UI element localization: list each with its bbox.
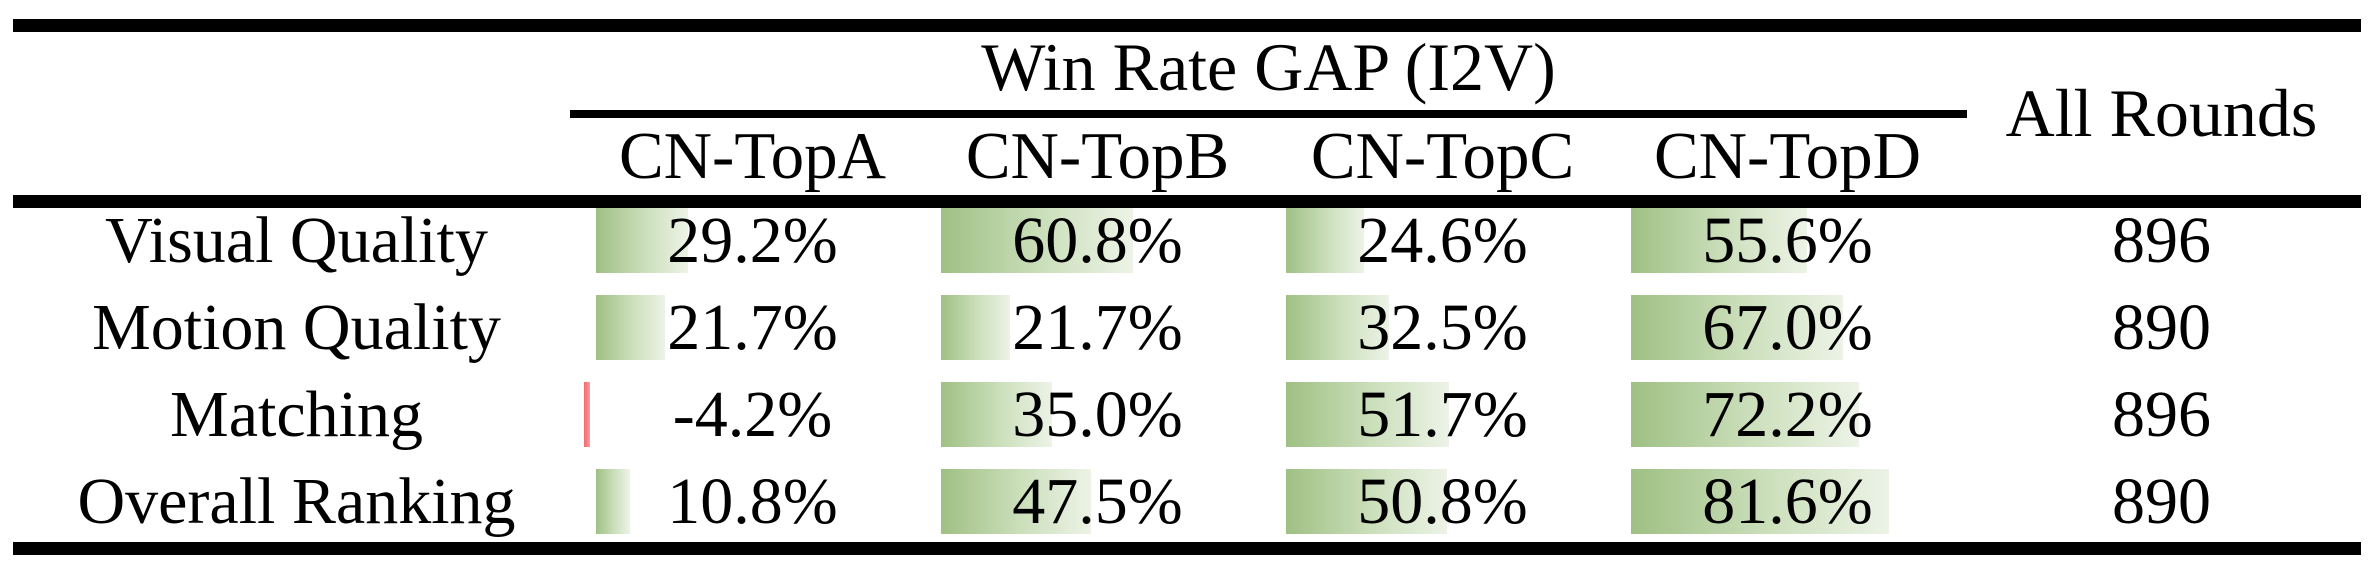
data-bar	[1631, 208, 1807, 273]
header-separator-rule	[13, 195, 2361, 208]
all-rounds-value: 890	[2112, 291, 2211, 364]
data-cell: 67.0%	[1615, 291, 1960, 364]
data-cell: 21.7%	[580, 291, 925, 364]
data-bar-track	[1631, 382, 1947, 447]
cell-value: 67.0%	[1702, 291, 1873, 364]
data-bar	[596, 295, 665, 360]
data-cell: 51.7%	[1270, 378, 1615, 451]
data-cell: 21.7%	[925, 291, 1270, 364]
data-bar-track	[584, 382, 912, 447]
data-cell: 47.5%	[925, 465, 1270, 538]
data-bar	[941, 295, 1010, 360]
data-bar	[941, 208, 1134, 273]
data-bar	[941, 469, 1092, 534]
cell-value: 24.6%	[1357, 204, 1528, 277]
data-bar-track	[1631, 208, 1947, 273]
data-bar-track	[1286, 469, 1602, 534]
data-bar-track	[941, 295, 1257, 360]
cell-value: 60.8%	[1012, 204, 1183, 277]
data-bar-track	[596, 469, 912, 534]
table-row: Matching -4.2% 35.0% 51.7% 72.2% 896	[0, 378, 2374, 451]
data-bar	[596, 469, 631, 534]
cell-value: 72.2%	[1702, 378, 1873, 451]
data-bar-track	[1631, 295, 1947, 360]
data-cell: 55.6%	[1615, 204, 1960, 277]
data-bar	[941, 382, 1052, 447]
data-bar	[1631, 469, 1889, 534]
row-label: Overall Ranking	[77, 465, 516, 538]
data-bar-track	[941, 208, 1257, 273]
data-cell: -4.2%	[580, 378, 925, 451]
row-label: Motion Quality	[92, 291, 501, 364]
group-header-underline-rule	[570, 110, 1967, 118]
data-cell: 81.6%	[1615, 465, 1960, 538]
data-bar	[1286, 295, 1389, 360]
data-bar-track	[941, 382, 1257, 447]
cell-value: 10.8%	[667, 465, 838, 538]
cell-value: -4.2%	[672, 378, 833, 451]
cell-value: 50.8%	[1357, 465, 1528, 538]
data-bar-track	[1286, 208, 1602, 273]
cell-value: 47.5%	[1012, 465, 1183, 538]
negative-data-bar	[584, 382, 590, 447]
all-rounds-value: 890	[2112, 465, 2211, 538]
data-bar	[1286, 208, 1364, 273]
table-group-header-title: Win Rate GAP (I2V)	[981, 29, 1556, 105]
data-cell: 29.2%	[580, 204, 925, 277]
cell-value: 21.7%	[667, 291, 838, 364]
table-bottom-rule	[13, 542, 2361, 555]
cell-value: 21.7%	[1012, 291, 1183, 364]
column-header-cn-topd: CN-TopD	[1653, 119, 1922, 193]
all-rounds-value: 896	[2112, 204, 2211, 277]
data-cell: 10.8%	[580, 465, 925, 538]
data-bar-track	[596, 295, 912, 360]
cell-value: 55.6%	[1702, 204, 1873, 277]
cell-value: 29.2%	[667, 204, 838, 277]
data-bar	[1631, 382, 1860, 447]
all-rounds-value: 896	[2112, 378, 2211, 451]
column-header-all-rounds: All Rounds	[2005, 75, 2318, 151]
row-label: Visual Quality	[105, 204, 488, 277]
column-header-cn-topc: CN-TopC	[1310, 119, 1575, 193]
table-row: Overall Ranking 10.8% 47.5% 50.8% 81.6%	[0, 465, 2374, 538]
data-bar-track	[1631, 469, 1947, 534]
table-top-rule	[13, 19, 2361, 32]
data-bar-track	[1286, 295, 1602, 360]
table-row: Motion Quality 21.7% 21.7% 32.5% 67.0% 8	[0, 291, 2374, 364]
data-cell: 50.8%	[1270, 465, 1615, 538]
data-bar-track	[596, 208, 912, 273]
cell-value: 51.7%	[1357, 378, 1528, 451]
data-cell: 35.0%	[925, 378, 1270, 451]
data-bar	[596, 208, 689, 273]
row-label: Matching	[170, 378, 423, 451]
data-cell: 72.2%	[1615, 378, 1960, 451]
data-bar	[1631, 295, 1843, 360]
data-cell: 24.6%	[1270, 204, 1615, 277]
data-cell: 32.5%	[1270, 291, 1615, 364]
data-cell: 60.8%	[925, 204, 1270, 277]
data-bar-track	[1286, 382, 1602, 447]
cell-value: 32.5%	[1357, 291, 1528, 364]
column-header-cn-topb: CN-TopB	[965, 119, 1230, 193]
data-bar	[1286, 382, 1450, 447]
data-bar	[1286, 469, 1447, 534]
column-header-cn-topa: CN-TopA	[618, 119, 887, 193]
cell-value: 81.6%	[1702, 465, 1873, 538]
table-row: Visual Quality 29.2% 60.8% 24.6% 55.6% 8	[0, 204, 2374, 277]
cell-value: 35.0%	[1012, 378, 1183, 451]
data-bar-track	[941, 469, 1257, 534]
